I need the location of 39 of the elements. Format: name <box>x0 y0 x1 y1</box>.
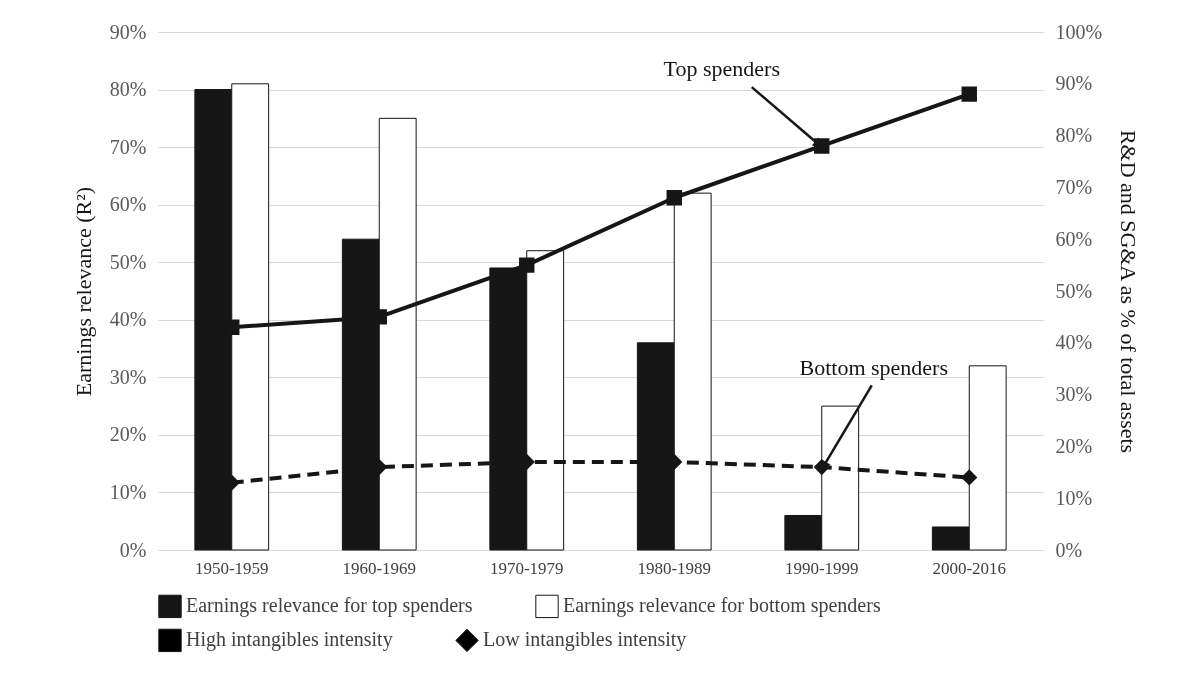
legend-label: Earnings relevance for top spenders <box>186 594 473 618</box>
y-tick-label: 0% <box>119 538 147 561</box>
legend-label: Earnings relevance for bottom spenders <box>563 594 881 618</box>
y-tick-label: 50% <box>109 250 147 273</box>
y2-tick-label: 60% <box>1055 227 1093 250</box>
y2-tick-label: 100% <box>1055 20 1103 43</box>
y2-tick-label: 0% <box>1055 538 1083 561</box>
legend-label: High intangibles intensity <box>186 628 393 652</box>
legend-label: Low intangibles intensity <box>483 628 687 652</box>
y-tick-label: 70% <box>109 135 147 158</box>
y2-axis-title: R&D and SG&A as % of total assets <box>1116 129 1142 454</box>
x-tick-label: 1950-1959 <box>194 558 269 578</box>
point <box>519 257 535 273</box>
y2-tick-label: 20% <box>1055 434 1093 457</box>
y2-tick-label: 40% <box>1055 331 1093 354</box>
y-tick-label: 60% <box>109 193 147 216</box>
x-tick-label: 1990-1999 <box>784 558 859 578</box>
y-axis-title: Earnings relevance (R²) <box>70 186 96 397</box>
y2-tick-label: 70% <box>1055 175 1093 198</box>
y-tick-label: 30% <box>109 365 147 388</box>
y-tick-label: 80% <box>109 78 147 101</box>
y2-tick-label: 10% <box>1055 486 1093 509</box>
point <box>961 469 977 486</box>
y-tick-label: 20% <box>109 423 147 446</box>
y-tick-label: 10% <box>109 480 147 503</box>
annotation: Bottom spenders <box>799 355 948 381</box>
annotation: Top spenders <box>663 56 780 82</box>
y2-tick-label: 80% <box>1055 124 1093 147</box>
point <box>666 190 682 206</box>
x-tick-label: 1970-1979 <box>489 558 564 578</box>
y2-tick-label: 50% <box>1055 279 1093 302</box>
x-tick-label: 2000-2016 <box>932 558 1007 578</box>
y2-tick-label: 30% <box>1055 383 1093 406</box>
y-tick-label: 40% <box>109 308 147 331</box>
y-tick-label: 90% <box>109 20 147 43</box>
point <box>961 86 977 102</box>
y2-tick-label: 90% <box>1055 72 1093 95</box>
x-tick-label: 1980-1989 <box>637 558 712 578</box>
x-tick-label: 1960-1969 <box>342 558 417 578</box>
